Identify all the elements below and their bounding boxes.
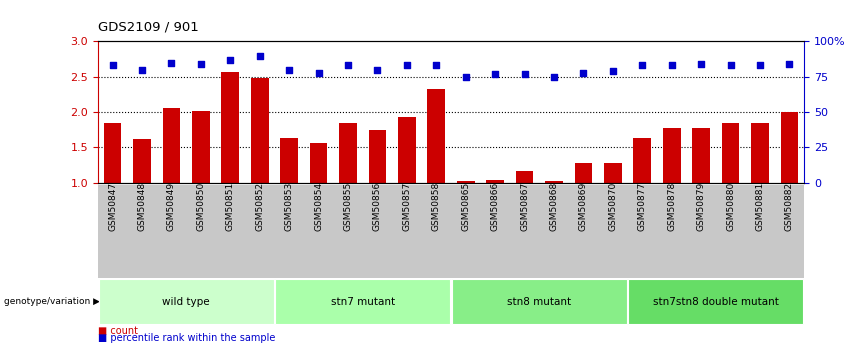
Text: ■ count: ■ count [98, 326, 138, 336]
Point [724, 63, 738, 68]
Point [341, 63, 355, 68]
Bar [280, 138, 298, 183]
Point [636, 63, 649, 68]
Point [253, 53, 266, 58]
Bar [545, 181, 563, 183]
Bar [780, 112, 798, 183]
Point [311, 70, 325, 75]
Point [606, 68, 620, 74]
Bar [310, 142, 328, 183]
Text: stn7 mutant: stn7 mutant [331, 297, 395, 307]
Point [783, 61, 797, 67]
Point [106, 63, 119, 68]
Bar [751, 123, 768, 183]
Text: stn7stn8 double mutant: stn7stn8 double mutant [653, 297, 779, 307]
Point [694, 61, 708, 67]
Bar [221, 72, 239, 183]
Text: GDS2109 / 901: GDS2109 / 901 [98, 21, 198, 34]
Text: ■ percentile rank within the sample: ■ percentile rank within the sample [98, 333, 275, 343]
Bar [398, 117, 415, 183]
Bar [722, 123, 740, 183]
Point [194, 61, 208, 67]
Bar [516, 171, 534, 183]
Bar [104, 124, 122, 183]
Point [488, 71, 502, 77]
Text: genotype/variation ▶: genotype/variation ▶ [4, 297, 100, 306]
Bar [427, 89, 445, 183]
Point [400, 63, 414, 68]
Bar [486, 180, 504, 183]
Bar [693, 128, 710, 183]
Text: wild type: wild type [163, 297, 210, 307]
Point [517, 71, 531, 77]
Bar [574, 163, 592, 183]
Bar [133, 139, 151, 183]
Point [283, 67, 296, 72]
Bar [163, 108, 180, 183]
Bar [192, 111, 209, 183]
Point [371, 67, 385, 72]
Point [224, 57, 237, 62]
Point [135, 67, 149, 72]
Bar [663, 128, 681, 183]
Bar [633, 138, 651, 183]
Point [459, 74, 472, 79]
Point [547, 74, 561, 79]
Bar [604, 163, 622, 183]
Text: stn8 mutant: stn8 mutant [507, 297, 571, 307]
Bar [368, 130, 386, 183]
Point [164, 60, 178, 65]
Point [665, 63, 678, 68]
Bar [457, 181, 475, 183]
Point [577, 70, 591, 75]
Point [430, 63, 443, 68]
Bar [340, 123, 357, 183]
Bar [251, 78, 269, 183]
Point [753, 63, 767, 68]
